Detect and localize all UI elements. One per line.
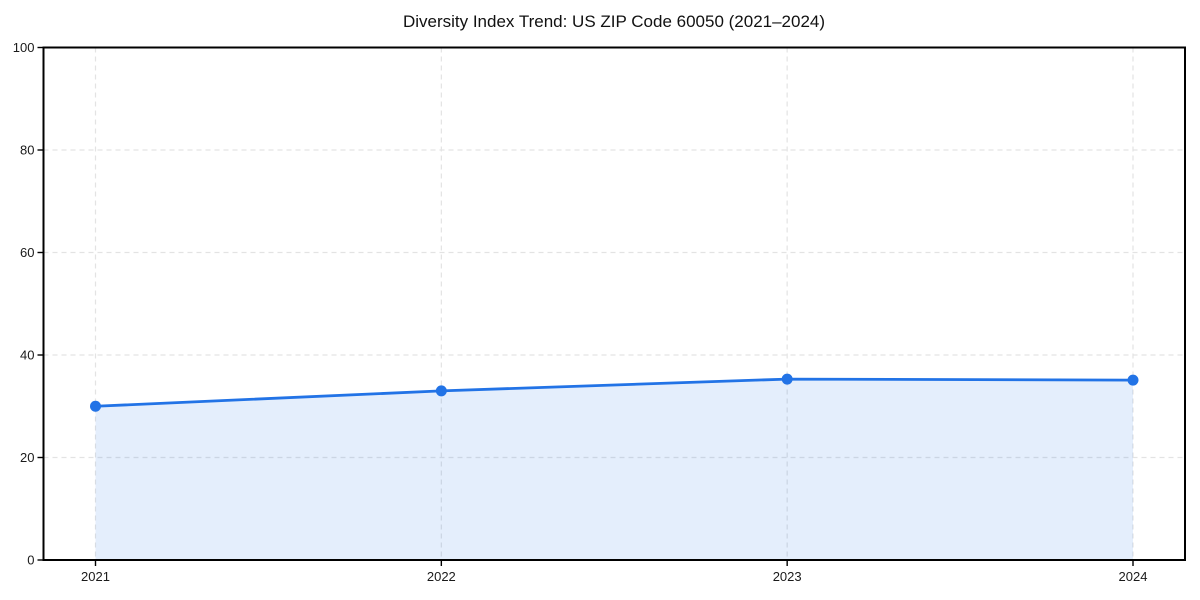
trend-line: [94, 377, 1135, 408]
plot-border: [42, 46, 1186, 561]
y-tick-label: 20: [20, 450, 34, 465]
y-tick-label: 40: [20, 348, 34, 363]
data-point-2022: [435, 385, 447, 397]
area-fill: [95, 379, 1133, 560]
data-point-2024: [1127, 374, 1139, 386]
chart-title: Diversity Index Trend: US ZIP Code 60050…: [403, 12, 825, 31]
x-tick-label: 2024: [1119, 569, 1148, 584]
y-tick-label: 0: [27, 553, 34, 568]
x-tick-label: 2023: [773, 569, 802, 584]
y-tick-label: 100: [13, 40, 35, 55]
y-tick-label: 80: [20, 143, 34, 158]
data-point-2023: [781, 373, 793, 385]
data-point-2021: [90, 400, 101, 412]
y-tick-label: 60: [20, 245, 34, 260]
x-tick-label: 2021: [81, 569, 110, 584]
x-tick-label: 2022: [427, 569, 456, 584]
